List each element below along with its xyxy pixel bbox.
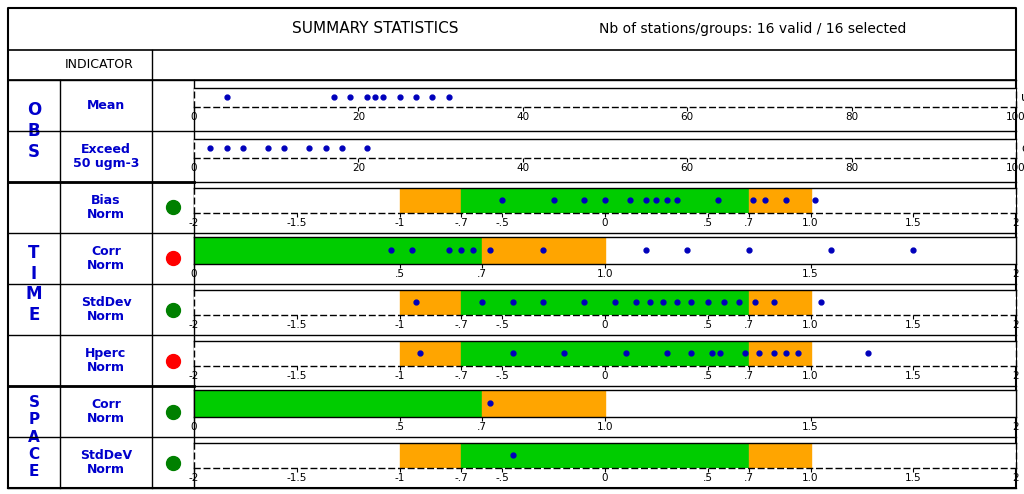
- Bar: [461, 188, 749, 212]
- Text: Norm: Norm: [87, 412, 125, 425]
- Text: Corr: Corr: [91, 246, 121, 258]
- Bar: [749, 188, 811, 212]
- Text: Exceed: Exceed: [81, 143, 131, 157]
- Bar: [749, 341, 811, 366]
- Text: Norm: Norm: [87, 207, 125, 221]
- Bar: [461, 443, 749, 468]
- Text: SUMMARY STATISTICS: SUMMARY STATISTICS: [292, 22, 458, 37]
- Text: Corr: Corr: [91, 398, 121, 412]
- Bar: [749, 443, 811, 468]
- Text: Norm: Norm: [87, 310, 125, 323]
- Text: Hperc: Hperc: [85, 347, 127, 360]
- Text: S
P
A
C
E: S P A C E: [28, 395, 40, 479]
- Text: ugm-3: ugm-3: [1021, 90, 1024, 104]
- Bar: [461, 341, 749, 366]
- Text: StdDev: StdDev: [81, 296, 131, 309]
- Text: Norm: Norm: [87, 361, 125, 373]
- Text: Bias: Bias: [91, 194, 121, 207]
- Bar: [399, 290, 461, 315]
- Text: INDICATOR: INDICATOR: [65, 58, 134, 72]
- Bar: [749, 290, 811, 315]
- Text: StdDeV: StdDeV: [80, 450, 132, 462]
- Text: Norm: Norm: [87, 462, 125, 476]
- Bar: [399, 443, 461, 468]
- Text: O
B
S: O B S: [27, 101, 41, 161]
- Text: 50 ugm-3: 50 ugm-3: [73, 157, 139, 169]
- Text: Norm: Norm: [87, 259, 125, 272]
- Text: days: days: [1021, 142, 1024, 155]
- Bar: [399, 341, 461, 366]
- Text: Mean: Mean: [87, 99, 125, 112]
- Text: Nb of stations/groups: 16 valid / 16 selected: Nb of stations/groups: 16 valid / 16 sel…: [599, 22, 906, 36]
- Bar: [194, 237, 481, 264]
- Bar: [461, 290, 749, 315]
- Bar: [194, 390, 481, 416]
- Bar: [399, 188, 461, 212]
- Bar: [481, 237, 605, 264]
- Bar: [481, 390, 605, 416]
- Text: T
I
M
E: T I M E: [26, 244, 42, 324]
